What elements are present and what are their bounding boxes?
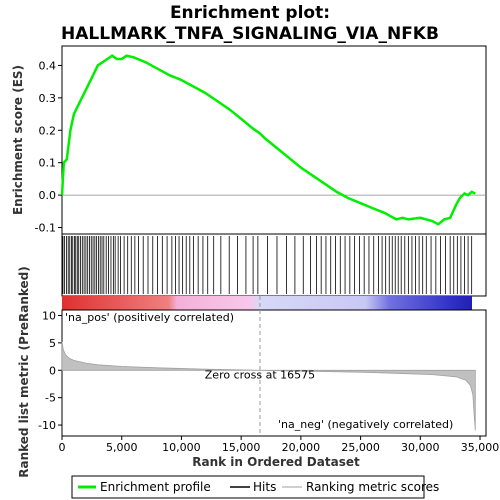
enrichment-profile-line <box>60 54 476 226</box>
es-y-tick-label: 0.1 <box>39 157 57 170</box>
x-tick-label: 30,000 <box>401 441 440 454</box>
metric-panel: -10 -5 0 5 10 Zero cross at 16575 'na_pos' (… <box>17 266 487 478</box>
metric-y-tick-label: -5 <box>45 392 56 405</box>
x-tick-label: 10,000 <box>162 441 201 454</box>
x-axis-ticks: 0 5,000 10,000 15,000 20,000 25,000 30,000 35,0… <box>59 436 500 454</box>
rank-color-bar <box>62 296 472 310</box>
legend: Enrichment profile Hits Ranking metric s… <box>71 475 439 499</box>
hits-panel <box>61 233 487 297</box>
metric-y-tick-label: -10 <box>38 419 56 432</box>
metric-y-tick-label: 0 <box>49 364 56 377</box>
positive-correlation-label: 'na_pos' (positively correlated) <box>65 311 234 324</box>
es-y-tick-label: 0.3 <box>39 92 57 105</box>
es-panel: -0.1 0.0 0.1 0.2 0.3 0.4 Enrichment score (ES… <box>11 45 487 235</box>
legend-label-hits: Hits <box>253 480 276 494</box>
legend-label-enrichment-profile: Enrichment profile <box>100 480 211 494</box>
es-panel-frame <box>61 45 487 235</box>
x-tick-label: 15,000 <box>222 441 261 454</box>
zero-cross-label: Zero cross at 16575 <box>205 368 315 381</box>
metric-y-ticks: -10 -5 0 5 10 <box>38 309 62 432</box>
ranking-metric-area <box>61 341 476 431</box>
metric-y-tick-label: 5 <box>49 337 56 350</box>
hit-lines <box>62 236 473 294</box>
es-y-ticks: -0.1 0.0 0.1 0.2 0.3 0.4 <box>35 59 62 235</box>
es-y-tick-label: -0.1 <box>35 222 56 235</box>
es-y-axis-label: Enrichment score (ES) <box>11 65 25 215</box>
negative-correlation-label: 'na_neg' (negatively correlated) <box>278 418 453 431</box>
es-y-tick-label: 0.0 <box>39 189 57 202</box>
metric-y-axis-label: Ranked list metric (PreRanked) <box>17 266 31 478</box>
es-y-tick-label: 0.4 <box>39 59 57 72</box>
chart-title-line2: HALLMARK_TNFA_SIGNALING_VIA_NFKB <box>61 24 439 44</box>
metric-y-tick-label: 10 <box>42 309 56 322</box>
x-tick-label: 20,000 <box>282 441 321 454</box>
x-axis-label: Rank in Ordered Dataset <box>192 455 360 469</box>
x-tick-label: 5,000 <box>106 441 138 454</box>
x-tick-label: 25,000 <box>341 441 380 454</box>
x-tick-label: 0 <box>59 441 66 454</box>
legend-label-ranking-metric: Ranking metric scores <box>306 480 439 494</box>
es-y-tick-label: 0.2 <box>39 124 57 137</box>
chart-title-line1: Enrichment plot: <box>170 3 330 23</box>
x-tick-label: 35,000 <box>461 441 500 454</box>
